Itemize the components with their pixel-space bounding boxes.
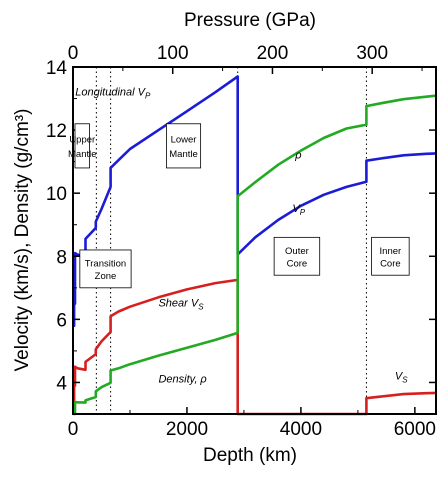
top-tick-label: 100	[157, 43, 189, 64]
region-label-line: Mantle	[68, 149, 97, 160]
y-ticks: 4 6 8 10 12 14	[46, 58, 436, 394]
region-label-line: Core	[287, 259, 308, 270]
y-tick-label: 12	[46, 121, 67, 142]
top-tick-label: 300	[356, 43, 388, 64]
region-box	[166, 123, 202, 169]
y-tick-label: 10	[46, 184, 67, 205]
x-ticks: 0 2000 4000 6000	[68, 407, 436, 440]
region-box	[273, 236, 321, 276]
top-tick-label: 200	[257, 43, 289, 64]
annotation-rho_outer: ρ	[294, 149, 301, 161]
region-label-line: Core	[380, 259, 401, 270]
annotation-density: Density, ρ	[158, 373, 206, 385]
region-label-line: Outer	[285, 246, 309, 257]
data-series	[72, 75, 437, 416]
region-box	[371, 236, 410, 276]
region-outer_core: Outer Core	[273, 236, 321, 276]
y-axis-title: Velocity (km/s), Density (g/cm³)	[12, 109, 33, 372]
y-tick-label: 8	[56, 247, 67, 268]
y-tick-label: 6	[56, 310, 67, 331]
x-tick-label: 2000	[166, 419, 208, 440]
top-axis-title: Pressure (GPa)	[184, 10, 316, 31]
curve-annotations: Longitudinal VP Shear VS Density, ρ ρ VP VS	[75, 86, 408, 385]
x-tick-label: 0	[68, 419, 79, 440]
region-lower_mantle: Lower Mantle	[166, 123, 202, 169]
region-label-line: Upper	[69, 135, 95, 146]
region-inner_core: Inner Core	[371, 236, 410, 276]
series-rho-line	[72, 94, 437, 416]
top-ticks: 0 100 200 300	[68, 43, 423, 74]
series-vp-line	[72, 75, 437, 328]
region-label-line: Mantle	[169, 149, 198, 160]
region-label-line: Inner	[380, 246, 402, 257]
x-tick-label: 4000	[280, 419, 322, 440]
annotation-vp_outer: VP	[292, 203, 305, 217]
region-label-line: Lower	[171, 135, 197, 146]
y-tick-label: 4	[56, 373, 67, 394]
annotation-shear: Shear VS	[158, 298, 204, 312]
x-axis-title: Depth (km)	[203, 445, 297, 466]
region-box	[74, 123, 90, 169]
top-tick-label: 0	[68, 43, 79, 64]
x-tick-label: 6000	[394, 419, 436, 440]
annotation-vs_inner: VS	[395, 370, 408, 384]
region-box	[79, 249, 132, 289]
plot-border	[72, 66, 437, 415]
region-upper_mantle: Upper Mantle	[68, 123, 97, 169]
region-label-line: Transition	[85, 259, 126, 270]
annotation-longitudinal: Longitudinal VP	[75, 86, 151, 100]
series-vs-line	[72, 278, 437, 416]
region-label-line: Zone	[95, 271, 117, 282]
plot-frame	[72, 66, 437, 415]
y-tick-label: 14	[46, 58, 68, 79]
